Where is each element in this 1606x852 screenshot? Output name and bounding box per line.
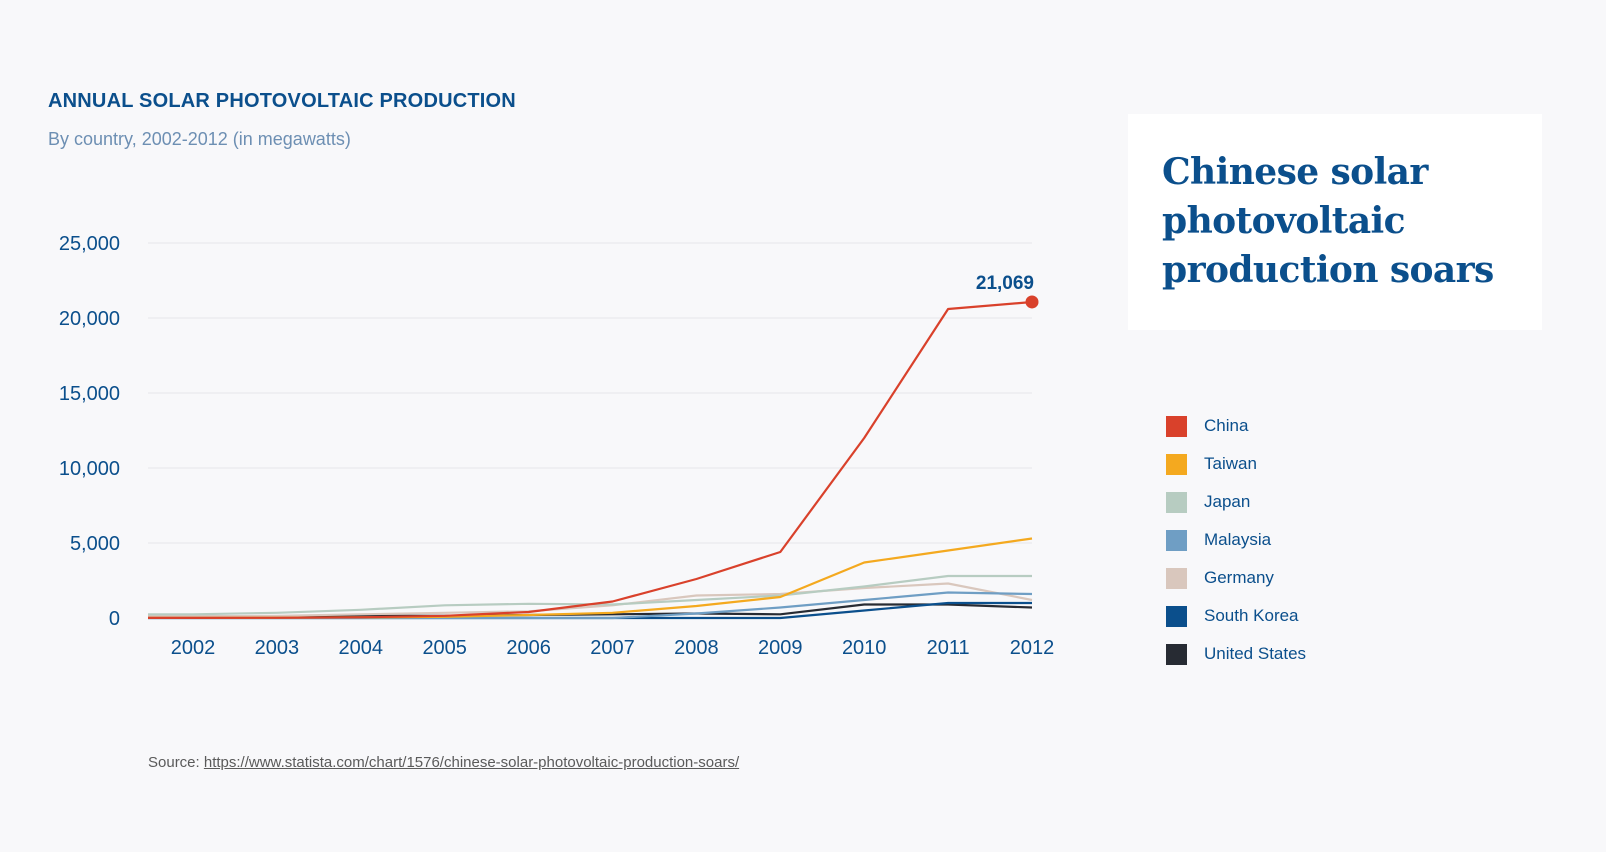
legend-swatch [1166, 643, 1187, 665]
y-tick-label: 25,000 [59, 233, 120, 255]
series-line-japan [148, 574, 1032, 616]
x-tick-label: 2002 [171, 637, 216, 659]
chart-subtitle: By country, 2002-2012 (in megawatts) [48, 129, 351, 149]
y-tick-label: 5,000 [70, 533, 120, 555]
legend-label: Germany [1204, 568, 1274, 587]
source-note: Source: https://www.statista.com/chart/1… [148, 754, 739, 771]
legend-item: Germany [1166, 559, 1306, 597]
series-line-germany [148, 582, 1033, 618]
x-tick-label: 2006 [506, 637, 551, 659]
legend-item: China [1166, 407, 1306, 445]
x-tick-label: 2009 [758, 637, 803, 659]
legend-item: South Korea [1166, 597, 1306, 635]
x-tick-label: 2005 [422, 637, 467, 659]
legend-label: Taiwan [1204, 454, 1257, 473]
legend-swatch [1166, 453, 1187, 475]
x-tick-label: 2003 [255, 637, 300, 659]
x-tick-label: 2004 [339, 637, 384, 659]
chart-title: ANNUAL SOLAR PHOTOVOLTAIC PRODUCTION [48, 90, 516, 112]
x-tick-label: 2012 [1010, 637, 1055, 659]
headline-card: Chinese solar photovoltaic production so… [1128, 114, 1542, 330]
legend-swatch [1166, 605, 1187, 627]
source-link[interactable]: https://www.statista.com/chart/1576/chin… [203, 754, 740, 771]
y-tick-label: 15,000 [59, 383, 120, 405]
legend-label: United States [1204, 644, 1307, 663]
annotation-label: 21,069 [976, 273, 1034, 294]
legend-label: Japan [1204, 492, 1251, 511]
headline: Chinese solar photovoltaic production so… [1162, 151, 1494, 291]
y-tick-label: 0 [109, 608, 120, 630]
gridlines [148, 242, 1032, 544]
y-tick-label: 20,000 [59, 308, 120, 330]
legend-item: Malaysia [1166, 521, 1306, 559]
legend-label: China [1204, 416, 1249, 435]
x-tick-label: 2011 [927, 637, 970, 659]
series-lines [148, 300, 1033, 620]
x-axis-labels: 2002 2003 2004 2005 2006 2007 2008 2009 2010 2011… [171, 637, 1055, 659]
annotation-layer: 21,069 [976, 273, 1039, 309]
source-label: Source: [148, 754, 200, 771]
x-tick-label: 2007 [590, 637, 635, 659]
series-line-china [148, 300, 1033, 620]
x-tick-label: 2008 [674, 637, 719, 659]
legend-item: United States [1166, 635, 1306, 673]
x-tick-label: 2010 [842, 637, 887, 659]
legend-swatch [1166, 529, 1187, 551]
legend-swatch [1166, 567, 1187, 589]
y-tick-label: 10,000 [59, 458, 120, 480]
legend: China Taiwan Japan Malaysia Germany South Kor… [1166, 407, 1306, 673]
annotation-point [1025, 295, 1039, 309]
legend-swatch [1166, 415, 1187, 437]
legend-item: Taiwan [1166, 445, 1306, 483]
legend-label: South Korea [1204, 606, 1299, 625]
legend-swatch [1166, 491, 1187, 513]
y-axis-labels: 0 5,000 10,000 15,000 20,000 25,000 [59, 233, 120, 630]
legend-item: Japan [1166, 483, 1306, 521]
legend-label: Malaysia [1204, 530, 1272, 549]
